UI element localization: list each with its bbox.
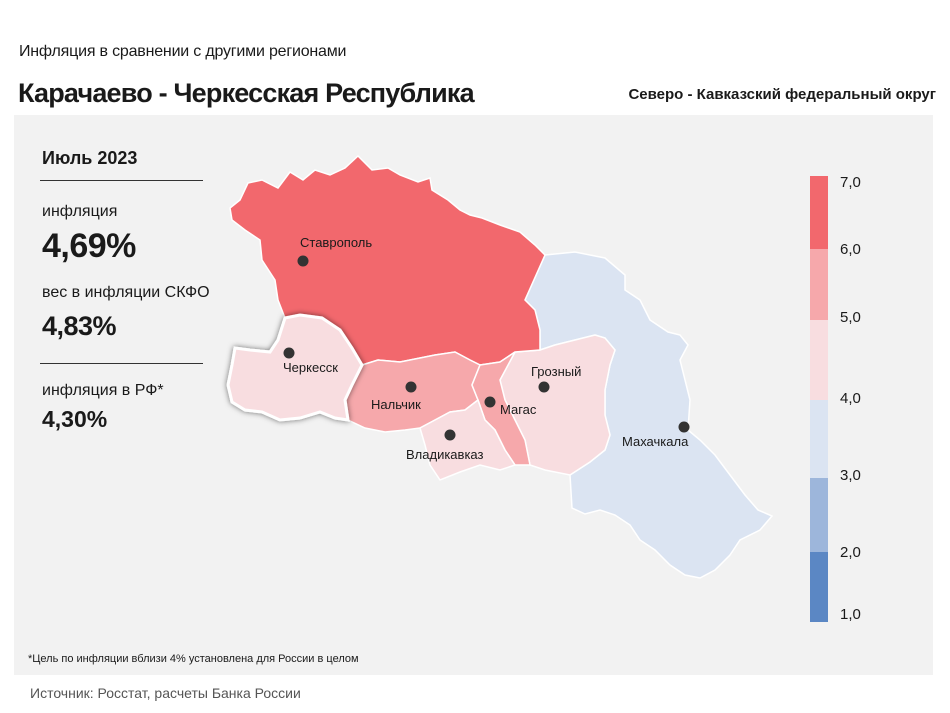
- city-label: Владикавказ: [406, 447, 484, 462]
- city-label: Грозный: [531, 364, 581, 379]
- city-label: Магас: [500, 402, 537, 417]
- legend-tick: 7,0: [840, 174, 861, 191]
- inflation-label: инфляция: [42, 203, 118, 220]
- divider: [40, 180, 203, 181]
- legend-swatch-5-6: [810, 249, 828, 320]
- legend-tick: 6,0: [840, 241, 861, 258]
- weight-value: 4,83%: [42, 311, 117, 341]
- city-label: Нальчик: [371, 397, 421, 412]
- legend-swatch-2-3: [810, 478, 828, 552]
- region-stavropol: [229, 154, 546, 366]
- color-scale-legend: 7,0 6,0 5,0 4,0 3,0 2,0 1,0: [810, 174, 861, 623]
- rf-inflation-value: 4,30%: [42, 406, 108, 432]
- period-label: Июль 2023: [42, 148, 138, 168]
- inflation-value: 4,69%: [42, 227, 136, 265]
- city-marker-stavropol: [297, 255, 309, 267]
- city-label: Махачкала: [622, 434, 689, 449]
- city-marker-grozny: [538, 381, 550, 393]
- region-karachay-cherkessia: [226, 313, 364, 422]
- federal-district-label: Северо - Кавказский федеральный округ: [628, 86, 936, 103]
- legend-swatch-4-5: [810, 320, 828, 400]
- city-marker-cherkessk: [283, 347, 295, 359]
- divider: [40, 363, 203, 364]
- legend-tick: 4,0: [840, 390, 861, 407]
- legend-swatch-1-2: [810, 552, 828, 622]
- city-marker-vladikavkaz: [444, 429, 456, 441]
- city-marker-nalchik: [405, 381, 417, 393]
- city-label: Черкесск: [283, 360, 338, 375]
- legend-tick: 3,0: [840, 467, 861, 484]
- city-marker-makhachkala: [678, 421, 690, 433]
- legend-swatch-3-4: [810, 400, 828, 478]
- region-north-ossetia: [419, 398, 517, 481]
- legend-tick: 5,0: [840, 309, 861, 326]
- footnote: *Цель по инфляции вблизи 4% установлена …: [28, 653, 359, 665]
- rf-inflation-label: инфляция в РФ*: [42, 382, 164, 399]
- region-title: Карачаево - Черкесская Республика: [18, 78, 475, 108]
- legend-tick: 2,0: [840, 544, 861, 561]
- city-markers: Ставрополь Черкесск Нальчик Магас Грозны…: [283, 235, 690, 462]
- weight-label: вес в инфляции СКФО: [42, 284, 210, 301]
- legend-tick: 1,0: [840, 606, 861, 623]
- city-label: Ставрополь: [300, 235, 372, 250]
- chart-subtitle: Инфляция в сравнении с другими регионами: [19, 43, 347, 60]
- city-marker-magas: [484, 396, 496, 408]
- legend-swatch-6-7: [810, 176, 828, 249]
- source-note: Источник: Росстат, расчеты Банка России: [30, 685, 301, 701]
